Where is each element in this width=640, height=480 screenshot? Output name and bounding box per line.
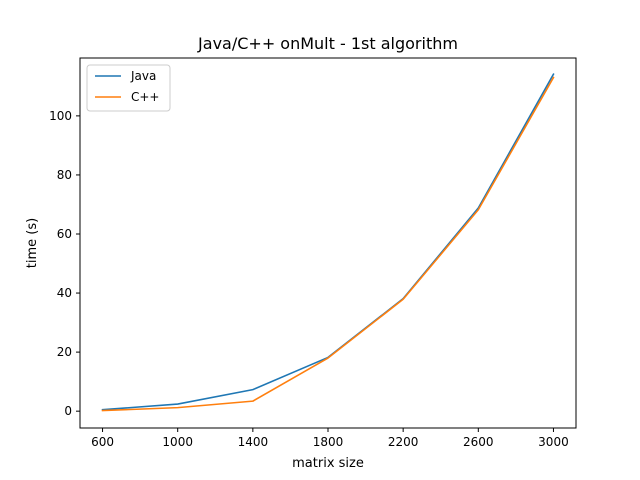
y-tick-label: 40 xyxy=(57,286,72,300)
y-tick-label: 0 xyxy=(64,404,72,418)
x-axis: 600 1000 1400 1800 2200 2600 3000 xyxy=(91,428,569,449)
legend-label: C++ xyxy=(131,90,160,104)
legend: Java C++ xyxy=(86,64,171,112)
y-tick-label: 100 xyxy=(49,109,72,123)
y-tick-label: 80 xyxy=(57,168,72,182)
series-line-cplus xyxy=(101,76,555,412)
x-tick-label: 1000 xyxy=(162,435,193,449)
y-tick-label: 60 xyxy=(57,227,72,241)
x-tick-label: 1400 xyxy=(238,435,269,449)
x-axis-label: matrix size xyxy=(292,456,364,471)
legend-label: Java xyxy=(130,69,156,83)
x-tick-label: 3000 xyxy=(538,435,569,449)
y-tick-label: 20 xyxy=(57,345,72,359)
x-tick-label: 2200 xyxy=(388,435,419,449)
x-tick-label: 600 xyxy=(91,435,114,449)
x-tick-label: 1800 xyxy=(313,435,344,449)
y-axis-label: time (s) xyxy=(25,218,40,268)
series-line-java xyxy=(101,73,555,411)
x-tick-label: 2600 xyxy=(463,435,494,449)
legend-frame xyxy=(86,64,171,112)
plot-frame xyxy=(79,57,577,429)
series-layer xyxy=(101,73,555,412)
chart-title: Java/C++ onMult - 1st algorithm xyxy=(197,34,458,53)
plot-area xyxy=(79,57,577,429)
y-axis: 0 20 40 60 80 100 xyxy=(49,109,80,418)
